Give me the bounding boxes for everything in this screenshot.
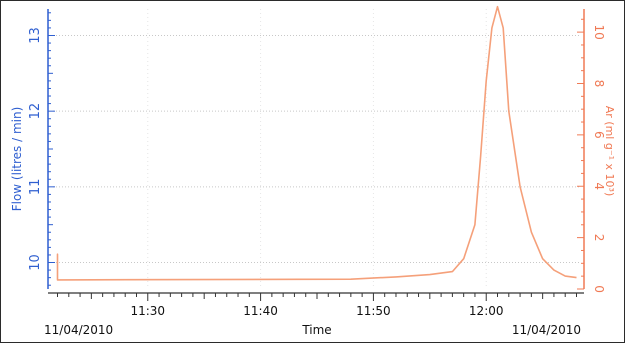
grid-lines: [53, 9, 581, 289]
x-tick-label: 11:30: [130, 304, 165, 318]
series-layer: [56, 5, 577, 281]
left-y-axis: 10 11 12 13: [28, 9, 55, 289]
right-tick-label: 10: [592, 24, 606, 39]
x-tick-label: 11:40: [243, 304, 278, 318]
right-axis-title: Ar (ml g⁻¹ x 10³): [603, 106, 616, 197]
x-tick-label: 12:00: [469, 304, 504, 318]
right-tick-label: 6: [592, 131, 606, 139]
left-tick-label: 12: [28, 103, 43, 120]
left-tick-label: 13: [28, 27, 43, 44]
right-tick-label: 2: [592, 234, 606, 242]
x-axis-title: Time: [301, 323, 331, 337]
date-label-right: 11/04/2010: [512, 323, 581, 337]
right-tick-label: 4: [592, 182, 606, 190]
left-tick-label: 11: [28, 179, 43, 196]
left-axis-title: Flow (litres / min): [10, 107, 24, 212]
right-tick-label: 0: [592, 285, 606, 293]
x-tick-label: 11:50: [356, 304, 391, 318]
right-tick-label: 8: [592, 80, 606, 88]
series-line: [56, 5, 577, 281]
left-tick-label: 10: [28, 254, 43, 271]
x-axis: 11:30 11:40 11:50 12:00: [48, 292, 584, 318]
date-label-left: 11/04/2010: [44, 323, 113, 337]
right-y-axis: 0 2 4 6 8 10: [577, 9, 606, 293]
